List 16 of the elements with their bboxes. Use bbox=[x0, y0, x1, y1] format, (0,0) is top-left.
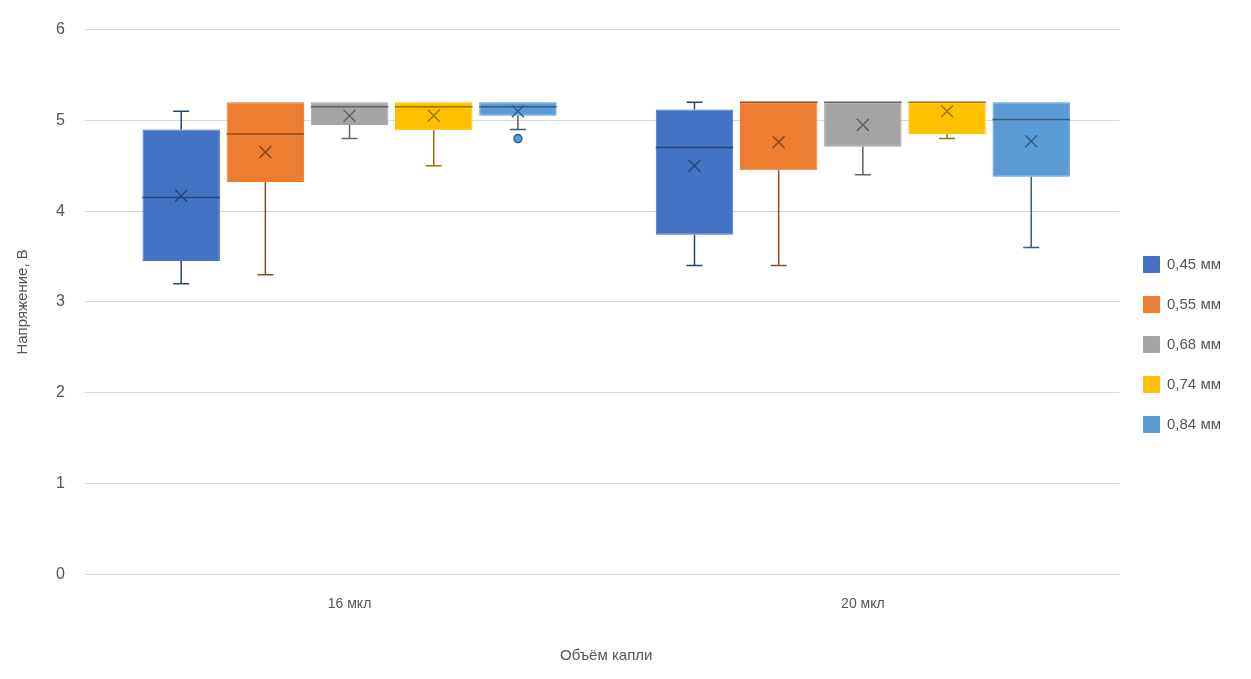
x-tick-label: 16 мкл bbox=[327, 595, 372, 612]
legend-label: 0,68 мм bbox=[1167, 334, 1222, 352]
y-tick-label: 1 bbox=[55, 473, 65, 491]
y-tick-label: 3 bbox=[55, 292, 65, 310]
y-tick-label: 6 bbox=[55, 20, 65, 38]
y-axis-title: Напряжение, В bbox=[13, 249, 31, 355]
legend-label: 0,45 мм bbox=[1167, 254, 1222, 272]
y-tick-label: 4 bbox=[55, 201, 65, 219]
x-axis-title: Объём капли bbox=[559, 646, 653, 664]
legend-label: 0,74 мм bbox=[1167, 374, 1222, 392]
legend-label: 0,55 мм bbox=[1167, 294, 1222, 312]
y-tick-label: 2 bbox=[55, 383, 65, 401]
x-tick-label: 20 мкл bbox=[841, 595, 885, 612]
legend-label: 0,84 мм bbox=[1167, 414, 1222, 432]
y-tick-label: 5 bbox=[55, 110, 65, 128]
y-tick-label: 0 bbox=[55, 564, 65, 582]
